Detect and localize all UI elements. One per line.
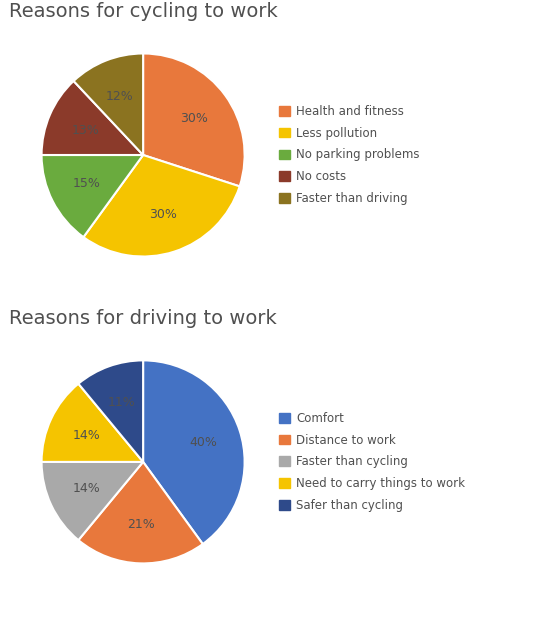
Text: 40%: 40% (189, 436, 217, 449)
Wedge shape (73, 53, 143, 155)
Text: 30%: 30% (180, 112, 208, 125)
Wedge shape (143, 360, 245, 544)
Legend: Comfort, Distance to work, Faster than cycling, Need to carry things to work, Sa: Comfort, Distance to work, Faster than c… (276, 408, 469, 516)
Text: 30%: 30% (148, 208, 177, 221)
Wedge shape (42, 462, 143, 540)
Wedge shape (83, 155, 240, 257)
Text: 12%: 12% (106, 90, 134, 103)
Wedge shape (42, 81, 143, 155)
Wedge shape (42, 155, 143, 237)
Text: 14%: 14% (72, 482, 100, 495)
Wedge shape (42, 384, 143, 462)
Wedge shape (78, 462, 203, 564)
Text: 14%: 14% (72, 428, 100, 441)
Legend: Health and fitness, Less pollution, No parking problems, No costs, Faster than d: Health and fitness, Less pollution, No p… (276, 101, 423, 209)
Text: 13%: 13% (71, 123, 99, 136)
Text: 11%: 11% (108, 396, 136, 409)
Title: Reasons for cycling to work: Reasons for cycling to work (9, 2, 278, 21)
Text: 15%: 15% (73, 177, 101, 190)
Title: Reasons for driving to work: Reasons for driving to work (9, 309, 277, 328)
Wedge shape (143, 53, 245, 187)
Wedge shape (78, 360, 143, 462)
Text: 21%: 21% (127, 518, 155, 531)
